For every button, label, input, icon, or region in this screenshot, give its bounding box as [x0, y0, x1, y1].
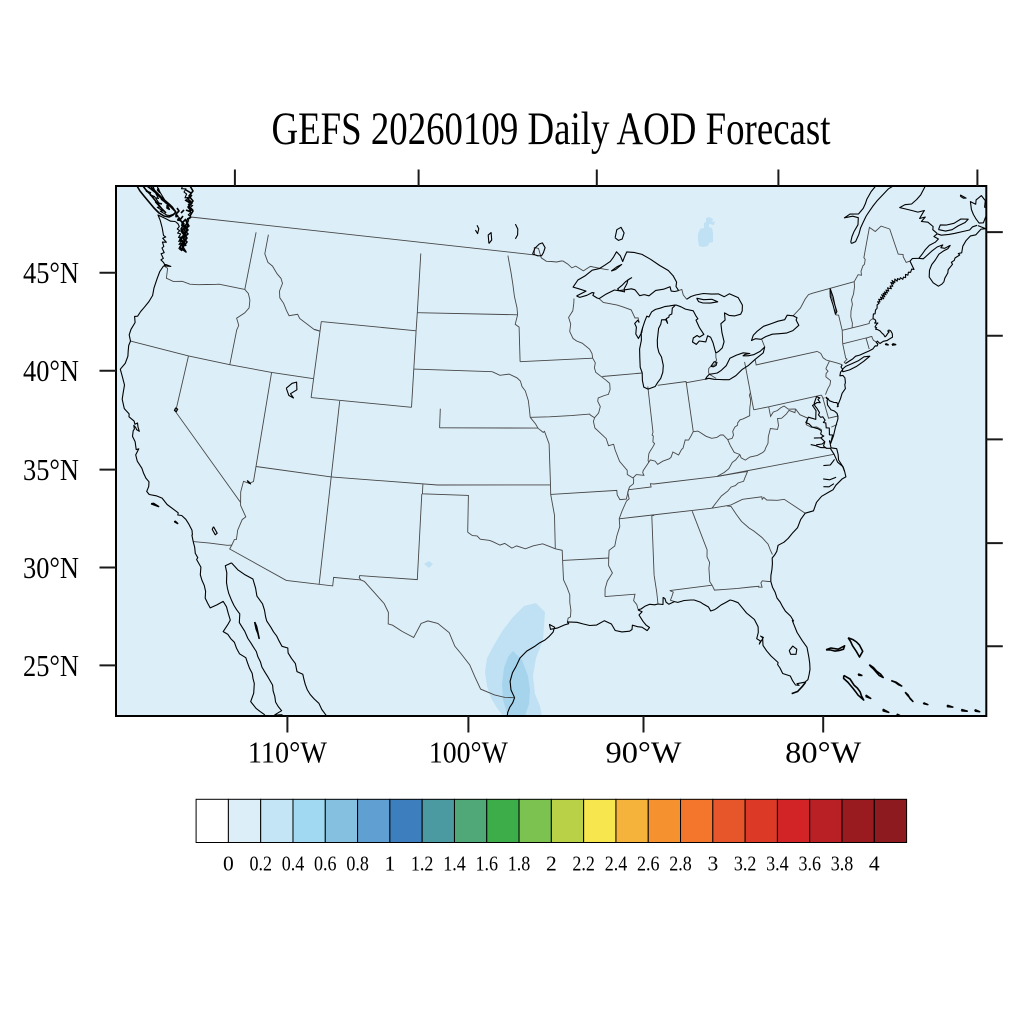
svg-text:25°N: 25°N — [23, 648, 79, 683]
svg-text:1.4: 1.4 — [443, 852, 466, 876]
svg-text:1.6: 1.6 — [476, 852, 499, 876]
svg-text:100°W: 100°W — [429, 735, 509, 770]
svg-text:4: 4 — [869, 852, 880, 876]
svg-text:0.2: 0.2 — [249, 852, 272, 876]
svg-text:2.4: 2.4 — [605, 852, 628, 876]
svg-text:45°N: 45°N — [23, 255, 79, 290]
svg-text:2.2: 2.2 — [572, 852, 595, 876]
svg-text:2: 2 — [546, 852, 557, 876]
svg-text:2.8: 2.8 — [669, 852, 692, 876]
svg-text:40°N: 40°N — [23, 353, 79, 388]
svg-text:1.8: 1.8 — [508, 852, 531, 876]
svg-text:0.6: 0.6 — [314, 852, 337, 876]
svg-text:GEFS 20260109 Daily AOD Foreca: GEFS 20260109 Daily AOD Forecast — [272, 103, 831, 155]
svg-text:1.2: 1.2 — [411, 852, 434, 876]
svg-text:80°W: 80°W — [785, 735, 862, 770]
svg-text:3.6: 3.6 — [798, 852, 821, 876]
svg-text:35°N: 35°N — [23, 452, 79, 487]
svg-text:0.4: 0.4 — [282, 852, 305, 876]
svg-text:3.2: 3.2 — [734, 852, 757, 876]
svg-text:0: 0 — [223, 852, 234, 876]
svg-text:110°W: 110°W — [248, 735, 328, 770]
svg-text:2.6: 2.6 — [637, 852, 660, 876]
svg-text:0.8: 0.8 — [346, 852, 369, 876]
svg-text:30°N: 30°N — [23, 550, 79, 585]
svg-text:3.4: 3.4 — [766, 852, 789, 876]
svg-text:1: 1 — [384, 852, 395, 876]
svg-text:90°W: 90°W — [606, 735, 683, 770]
svg-text:3: 3 — [707, 852, 718, 876]
svg-text:3.8: 3.8 — [831, 852, 854, 876]
